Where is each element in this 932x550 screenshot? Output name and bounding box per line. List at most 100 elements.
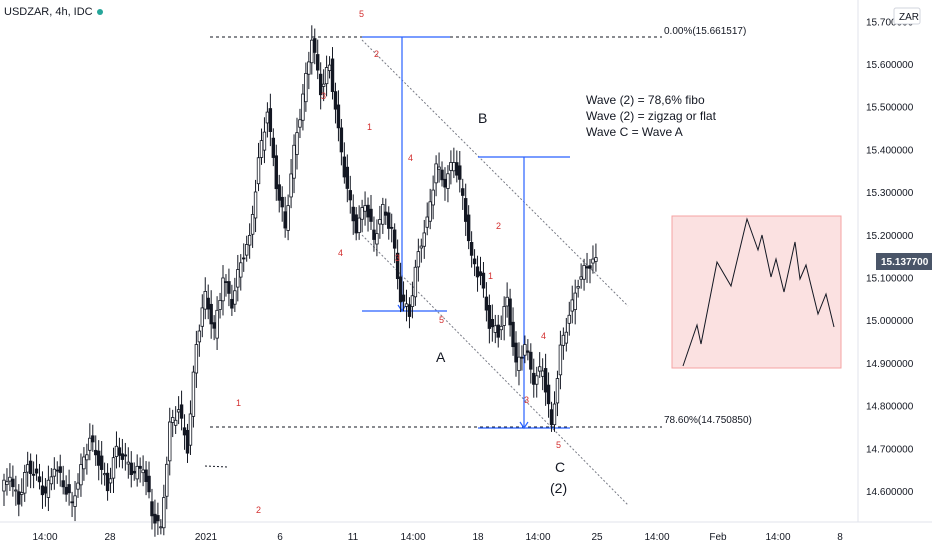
red-label-5-a: 5 <box>439 315 444 325</box>
candle-body <box>295 132 299 155</box>
candle-body <box>64 486 68 495</box>
x-tick-label: 14:00 <box>525 532 550 543</box>
candle-body <box>46 479 51 498</box>
candle-body <box>37 476 42 483</box>
gap-line <box>204 465 229 468</box>
candle-body <box>478 271 483 276</box>
x-tick-label: Feb <box>709 532 727 543</box>
candle-body <box>286 205 290 231</box>
candle-body <box>523 344 527 356</box>
candle-body <box>384 211 388 216</box>
candle-body <box>484 296 489 311</box>
y-tick-label: 14.900000 <box>866 359 914 370</box>
candle-body <box>34 468 39 474</box>
candle-body <box>259 140 264 158</box>
candle-body <box>244 244 249 256</box>
last-price-label: 15.137700 <box>881 257 929 268</box>
candle-body <box>43 486 48 494</box>
y-tick-label: 15.600000 <box>866 60 914 71</box>
y-tick-label: 15.700000 <box>866 17 914 28</box>
candle-body <box>271 137 276 158</box>
candle-body <box>440 169 444 181</box>
candle-body <box>274 155 278 190</box>
candle-body <box>540 370 545 377</box>
candle-body <box>487 305 492 329</box>
candle-body <box>425 216 429 228</box>
symbol-header[interactable]: USDZAR, 4h, IDC <box>4 6 103 18</box>
candle-body <box>307 61 311 75</box>
candle-body <box>67 484 71 494</box>
candle-body <box>570 299 574 312</box>
candle-body <box>416 251 421 268</box>
candle-body <box>212 322 216 329</box>
candle-body <box>404 303 409 307</box>
candle-body <box>82 456 86 470</box>
candle-body <box>176 409 181 413</box>
candle-body <box>434 163 438 184</box>
candle-body <box>97 450 101 466</box>
candle-body <box>339 127 344 153</box>
candle-body <box>366 204 370 218</box>
candle-body <box>443 178 447 188</box>
candle-body <box>230 298 234 309</box>
candle-body <box>132 470 136 474</box>
candle-body <box>70 501 74 504</box>
candle-body <box>52 468 57 477</box>
candle-body <box>428 201 432 222</box>
candle-body <box>283 211 287 229</box>
candle-body <box>505 296 509 307</box>
candle-body <box>5 481 9 485</box>
candle-body <box>372 229 376 240</box>
candle-body <box>576 286 580 289</box>
candle-body <box>194 344 199 374</box>
candle-body <box>437 166 441 170</box>
candle-body <box>511 321 515 348</box>
red-label-2-c: 2 <box>496 221 501 231</box>
candle-body <box>23 472 27 494</box>
candle-body <box>310 39 314 64</box>
candle-body <box>378 219 382 225</box>
candle-body <box>481 272 486 289</box>
candle-body <box>398 276 403 303</box>
candle-body <box>502 306 506 326</box>
candle-body <box>108 478 113 484</box>
candle-body <box>277 184 281 201</box>
candle-body <box>582 265 586 280</box>
candle-body <box>395 252 400 280</box>
currency-badge[interactable] <box>893 7 921 25</box>
candle-body <box>422 232 426 247</box>
candle-body <box>363 205 367 212</box>
candle-body <box>431 189 435 206</box>
projection-zone <box>671 215 842 369</box>
x-tick-label: 14:00 <box>32 532 57 543</box>
candle-body <box>73 495 77 507</box>
candle-body <box>543 368 548 393</box>
fib-label-786: 78.60%(14.750850) <box>664 415 752 426</box>
candle-body <box>150 501 154 517</box>
candle-body <box>298 119 302 128</box>
candle-body <box>573 292 577 310</box>
candle-body <box>304 73 308 103</box>
candle-body <box>324 67 329 85</box>
candle-body <box>147 475 151 493</box>
candle-body <box>102 473 107 476</box>
candle-body <box>215 309 219 339</box>
candle-body <box>224 281 228 284</box>
candle-body <box>79 464 83 486</box>
candle-body <box>20 492 24 495</box>
x-tick-label: 14:00 <box>644 532 669 543</box>
candle-body <box>182 427 187 436</box>
candle-body <box>345 166 350 189</box>
candle-body <box>8 476 12 482</box>
candle-body <box>242 257 246 260</box>
candle-body <box>206 297 210 310</box>
candle-body <box>11 478 15 488</box>
candle-body <box>392 229 397 249</box>
candle-body <box>354 214 358 234</box>
candle-body <box>508 298 512 326</box>
candle-body <box>99 455 104 470</box>
x-tick-label: 6 <box>277 532 283 543</box>
candle-body <box>520 356 524 359</box>
candle-body <box>594 257 598 262</box>
